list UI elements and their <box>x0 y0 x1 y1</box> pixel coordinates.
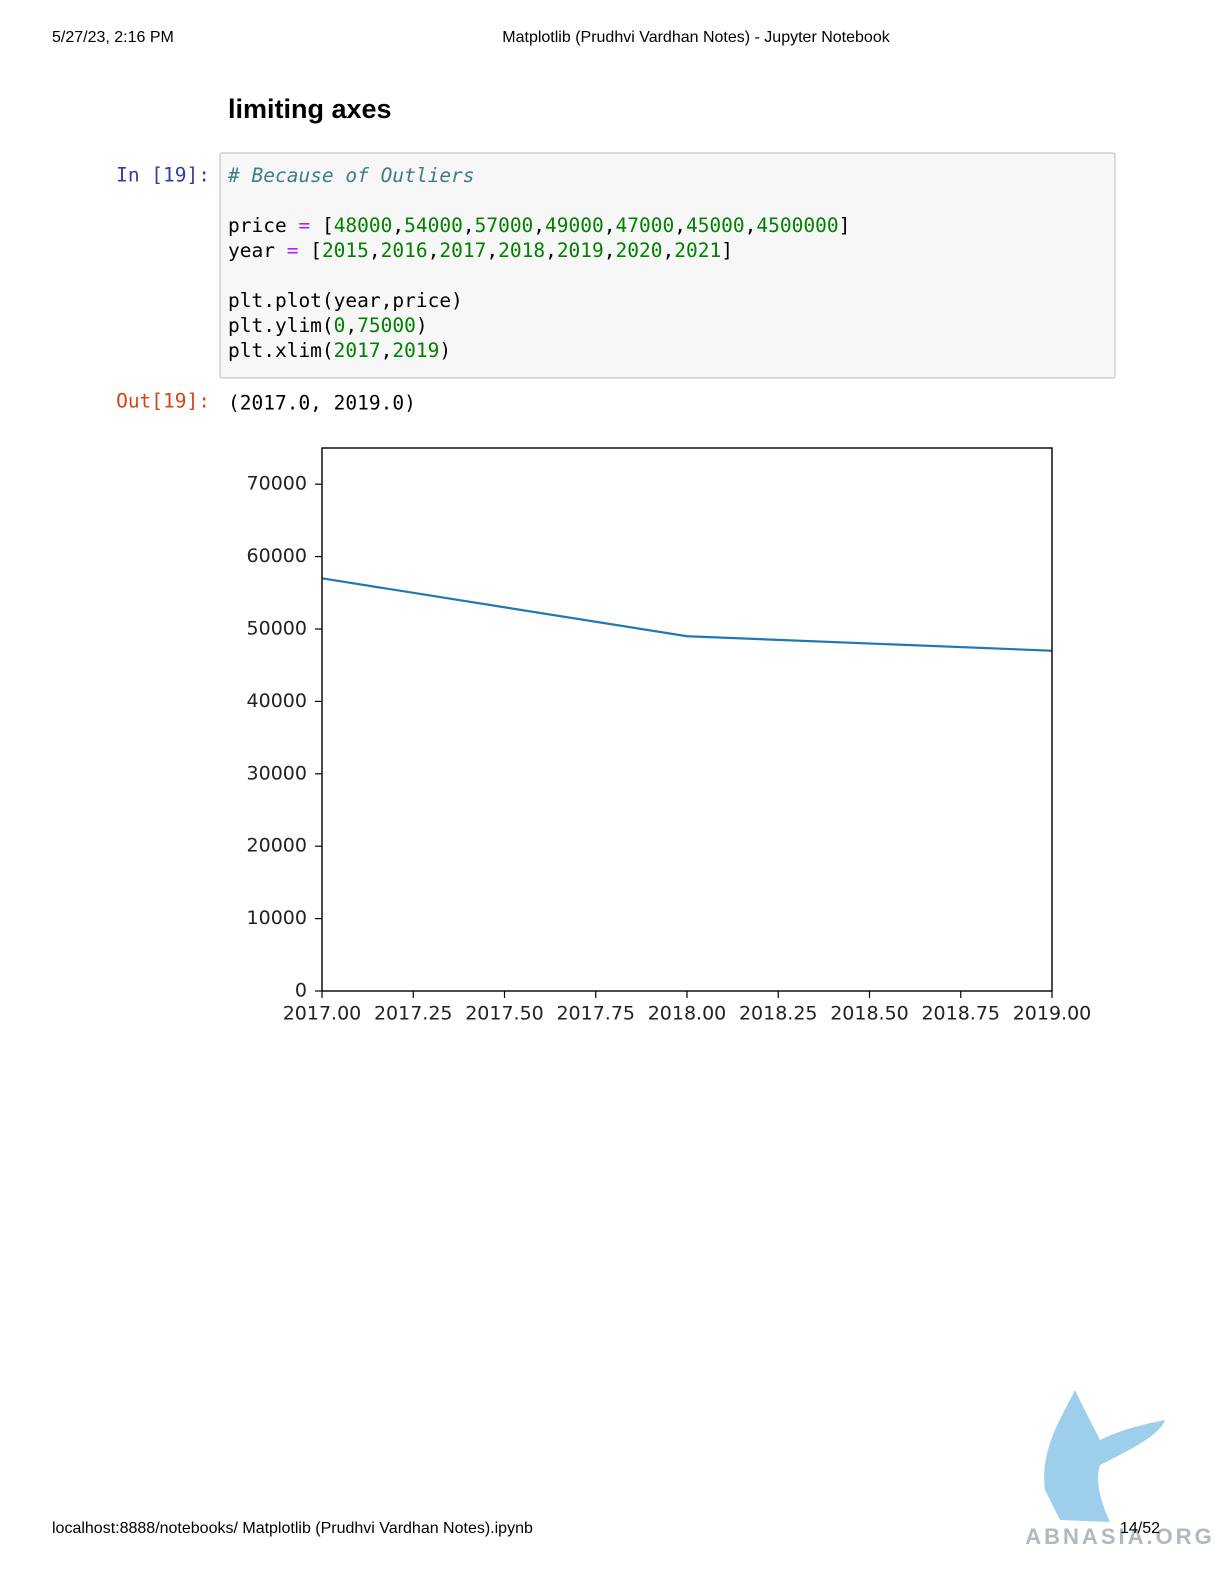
code-token: # Because of Outliers <box>227 164 475 187</box>
out-prompt: Out[19]: <box>116 390 210 413</box>
footer-url: localhost:8888/notebooks/ Matplotlib (Pr… <box>52 1520 533 1537</box>
code-token: , <box>345 314 357 337</box>
code-token: , <box>486 239 498 262</box>
x-tick-label: 2018.00 <box>648 1003 727 1025</box>
code-token: ] <box>721 239 733 262</box>
code-token: price <box>228 214 298 237</box>
x-tick-label: 2018.25 <box>739 1003 818 1025</box>
code-token: , <box>381 339 393 362</box>
y-tick-label: 50000 <box>247 618 307 640</box>
code-line: plt.xlim(2017,2019) <box>228 339 451 362</box>
x-tick-label: 2017.00 <box>283 1003 362 1025</box>
code-token: 2017 <box>334 339 381 362</box>
code-token: 2018 <box>498 239 545 262</box>
section-heading: limiting axes <box>228 94 392 124</box>
y-tick-label: 20000 <box>247 835 307 857</box>
code-token: , <box>604 214 616 237</box>
code-token: , <box>545 239 557 262</box>
data-line <box>322 577 1052 652</box>
code-token: = <box>287 239 299 262</box>
code-token: , <box>663 239 675 262</box>
code-token: , <box>392 214 404 237</box>
code-token: 75000 <box>357 314 416 337</box>
code-token: 2015 <box>322 239 369 262</box>
code-token: 4500000 <box>756 214 838 237</box>
code-token: plt.xlim( <box>228 339 334 362</box>
code-token: , <box>463 214 475 237</box>
code-token: 57000 <box>475 214 534 237</box>
code-cell[interactable] <box>219 152 1116 379</box>
code-token: , <box>674 214 686 237</box>
code-token: 2021 <box>674 239 721 262</box>
x-tick-label: 2017.75 <box>556 1003 635 1025</box>
y-tick-label: 60000 <box>247 545 307 567</box>
chart: 0 10000 20000 30000 40000 50000 60000 70000 2017… <box>247 447 1092 1025</box>
code-token: 54000 <box>404 214 463 237</box>
code-token: = <box>298 214 310 237</box>
code-token: 0 <box>334 314 346 337</box>
code-token: year <box>228 239 287 262</box>
logo-shape <box>1044 1390 1165 1522</box>
code-token: 2016 <box>381 239 428 262</box>
code-token: 45000 <box>686 214 745 237</box>
code-token: plt.ylim( <box>228 314 334 337</box>
code-token: ) <box>416 314 428 337</box>
y-tick-label: 40000 <box>247 690 307 712</box>
code-token: ] <box>839 214 851 237</box>
code-token: , <box>533 214 545 237</box>
watermark-text: ABNASIA.ORG <box>1025 1524 1214 1549</box>
x-tick-label: 2017.25 <box>374 1003 453 1025</box>
x-tick-label: 2017.50 <box>465 1003 544 1025</box>
watermark-logo <box>1044 1390 1165 1522</box>
y-tick-label: 0 <box>295 980 307 1002</box>
print-title: Matplotlib (Prudhvi Vardhan Notes) - Jup… <box>502 29 890 46</box>
code-token: , <box>369 239 381 262</box>
code-token: 49000 <box>545 214 604 237</box>
code-token: ) <box>439 339 451 362</box>
code-token: [ <box>310 214 333 237</box>
print-datetime: 5/27/23, 2:16 PM <box>52 29 174 46</box>
code-line: # Because of Outliers <box>227 164 475 187</box>
x-tick-label: 2018.50 <box>830 1003 909 1025</box>
code-line: plt.ylim(0,75000) <box>228 314 428 337</box>
code-token: 2020 <box>616 239 663 262</box>
cell-output: (2017.0, 2019.0) <box>228 392 416 415</box>
y-tick-label: 70000 <box>247 473 307 495</box>
x-tick-label: 2019.00 <box>1013 1003 1092 1025</box>
code-token: 2019 <box>557 239 604 262</box>
code-token: 2017 <box>439 239 486 262</box>
code-line: price = [48000,54000,57000,49000,47000,4… <box>228 214 850 237</box>
code-token: , <box>428 239 440 262</box>
code-line: year = [2015,2016,2017,2018,2019,2020,20… <box>228 239 733 262</box>
y-tick-label: 10000 <box>247 907 307 929</box>
footer-page: 14/52 <box>1120 1520 1160 1537</box>
code-token: 2019 <box>392 339 439 362</box>
code-token: , <box>604 239 616 262</box>
in-prompt: In [19]: <box>116 164 210 187</box>
code-token: plt.plot(year,price) <box>228 289 463 312</box>
code-token: , <box>745 214 757 237</box>
x-tick-label: 2018.75 <box>921 1003 1000 1025</box>
plot-frame <box>321 447 1053 992</box>
code-token: [ <box>298 239 321 262</box>
code-token: 47000 <box>616 214 675 237</box>
code-token: 48000 <box>334 214 393 237</box>
y-tick-label: 30000 <box>247 762 307 784</box>
code-line: plt.plot(year,price) <box>228 289 463 312</box>
